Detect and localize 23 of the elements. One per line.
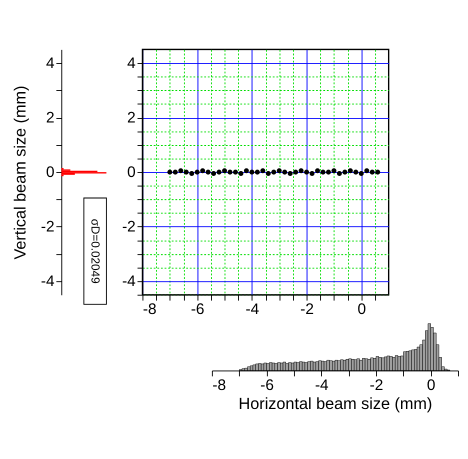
x-tick-label: -8	[142, 301, 157, 318]
y-tick-label: -4	[40, 273, 56, 290]
x-tick-label: -4	[314, 376, 330, 394]
y-tick-label: 0	[46, 164, 55, 182]
y-tick-label: 4	[46, 55, 56, 72]
x-tick-label: -2	[370, 376, 384, 394]
x-tick-label: -6	[260, 376, 274, 394]
y-axis-title: Vertical beam size (mm)	[12, 86, 30, 260]
x-tick-label: -8	[212, 376, 226, 394]
x-axis-title: Horizontal beam size (mm)	[238, 394, 432, 413]
y-tick-label: 2	[46, 110, 55, 127]
annotation: σD=0.02049	[88, 218, 102, 284]
y-tick-label: 2	[127, 110, 136, 127]
x-tick-label: -2	[300, 301, 314, 318]
x-tick-label: 0	[426, 376, 436, 394]
y-tick-label: 0	[127, 164, 136, 182]
y-tick-label: 4	[127, 55, 136, 72]
x-tick-label: 0	[357, 301, 366, 318]
x-tick-label: -6	[190, 301, 204, 318]
y-tick-label: -2	[40, 218, 55, 236]
y-tick-label: -2	[122, 218, 136, 236]
x-tick-label: -4	[246, 301, 260, 318]
y-tick-label: -4	[122, 273, 136, 290]
